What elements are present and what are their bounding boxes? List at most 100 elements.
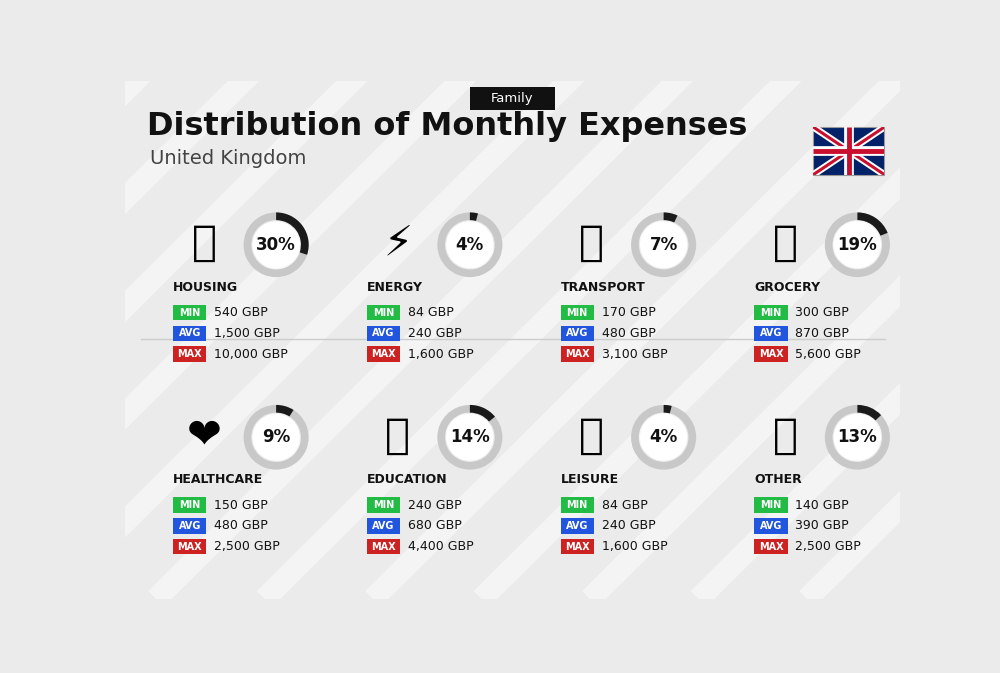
Text: 84 GBP: 84 GBP [408,306,454,319]
Circle shape [834,414,881,461]
Text: 2,500 GBP: 2,500 GBP [214,540,280,553]
FancyBboxPatch shape [754,497,788,513]
Wedge shape [437,405,502,470]
Circle shape [834,221,881,269]
FancyBboxPatch shape [173,347,206,362]
Text: AVG: AVG [372,521,395,531]
Circle shape [640,414,687,461]
FancyBboxPatch shape [754,347,788,362]
Text: MAX: MAX [177,349,202,359]
Text: MAX: MAX [371,542,396,552]
FancyBboxPatch shape [173,305,206,320]
Text: 14%: 14% [450,428,490,446]
Text: 13%: 13% [838,428,877,446]
Text: MAX: MAX [565,349,590,359]
Wedge shape [470,405,495,421]
Text: HOUSING: HOUSING [173,281,238,293]
Text: 9%: 9% [262,428,290,446]
FancyBboxPatch shape [561,539,594,555]
Wedge shape [857,405,881,421]
Text: 680 GBP: 680 GBP [408,520,462,532]
Text: ⚡: ⚡ [383,222,412,264]
Text: 390 GBP: 390 GBP [795,520,849,532]
Text: 5,600 GBP: 5,600 GBP [795,348,861,361]
Text: MAX: MAX [177,542,202,552]
Wedge shape [631,405,696,470]
Text: 4%: 4% [650,428,678,446]
Circle shape [640,221,687,269]
Text: 84 GBP: 84 GBP [602,499,647,511]
Circle shape [252,221,300,269]
Text: 870 GBP: 870 GBP [795,327,849,340]
Wedge shape [276,213,309,255]
Wedge shape [244,405,309,470]
Text: AVG: AVG [566,328,588,339]
Text: MIN: MIN [373,500,394,510]
Text: 150 GBP: 150 GBP [214,499,268,511]
FancyBboxPatch shape [813,127,884,175]
FancyBboxPatch shape [470,87,555,110]
Wedge shape [825,213,890,277]
FancyBboxPatch shape [367,347,400,362]
FancyBboxPatch shape [367,518,400,534]
FancyBboxPatch shape [754,539,788,555]
Text: 480 GBP: 480 GBP [214,520,268,532]
FancyBboxPatch shape [173,518,206,534]
Wedge shape [276,405,294,417]
Text: 240 GBP: 240 GBP [602,520,655,532]
Wedge shape [664,405,672,413]
Text: MIN: MIN [373,308,394,318]
Text: MIN: MIN [179,500,200,510]
Text: 3,100 GBP: 3,100 GBP [602,348,667,361]
Text: AVG: AVG [760,521,782,531]
Text: 💰: 💰 [773,415,798,457]
Wedge shape [825,405,890,470]
Text: 🎓: 🎓 [385,415,410,457]
Text: Family: Family [491,92,534,105]
Text: Distribution of Monthly Expenses: Distribution of Monthly Expenses [147,112,747,143]
Text: GROCERY: GROCERY [754,281,820,293]
Text: MIN: MIN [760,308,782,318]
Text: 30%: 30% [256,236,296,254]
Text: 🚌: 🚌 [579,222,604,264]
Text: MAX: MAX [565,542,590,552]
Text: AVG: AVG [179,328,201,339]
Text: 10,000 GBP: 10,000 GBP [214,348,288,361]
FancyBboxPatch shape [561,518,594,534]
FancyBboxPatch shape [173,539,206,555]
Text: MIN: MIN [567,500,588,510]
Text: AVG: AVG [760,328,782,339]
FancyBboxPatch shape [173,326,206,341]
Wedge shape [631,213,696,277]
Text: ENERGY: ENERGY [367,281,423,293]
Text: 1,600 GBP: 1,600 GBP [408,348,474,361]
Text: AVG: AVG [566,521,588,531]
FancyBboxPatch shape [561,326,594,341]
FancyBboxPatch shape [561,347,594,362]
Text: 540 GBP: 540 GBP [214,306,268,319]
Text: 4,400 GBP: 4,400 GBP [408,540,474,553]
Text: LEISURE: LEISURE [561,473,619,486]
Text: 1,600 GBP: 1,600 GBP [602,540,667,553]
FancyBboxPatch shape [754,305,788,320]
Wedge shape [244,213,309,277]
Text: 170 GBP: 170 GBP [602,306,655,319]
FancyBboxPatch shape [367,326,400,341]
Text: 300 GBP: 300 GBP [795,306,849,319]
Text: ❤️: ❤️ [187,415,221,457]
Text: MAX: MAX [759,349,783,359]
FancyBboxPatch shape [367,305,400,320]
FancyBboxPatch shape [367,539,400,555]
Text: AVG: AVG [372,328,395,339]
Text: TRANSPORT: TRANSPORT [561,281,645,293]
FancyBboxPatch shape [561,305,594,320]
Text: MAX: MAX [759,542,783,552]
Text: HEALTHCARE: HEALTHCARE [173,473,263,486]
Text: 480 GBP: 480 GBP [602,327,655,340]
Wedge shape [664,213,677,223]
Text: MIN: MIN [760,500,782,510]
Text: MIN: MIN [179,308,200,318]
Text: AVG: AVG [179,521,201,531]
Text: 4%: 4% [456,236,484,254]
Text: EDUCATION: EDUCATION [367,473,447,486]
